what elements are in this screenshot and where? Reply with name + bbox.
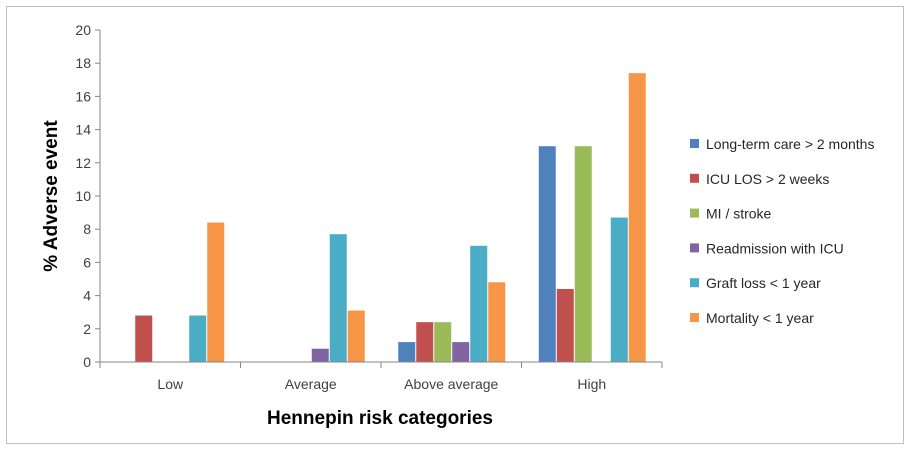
x-category-label: High — [577, 376, 606, 392]
legend-label: Long-term care > 2 months — [706, 136, 874, 152]
legend-label: Mortality < 1 year — [706, 310, 814, 326]
legend-swatch — [690, 208, 699, 218]
bar — [628, 73, 646, 362]
legend-swatch — [690, 173, 699, 183]
y-axis-title: % Adverse event — [41, 120, 62, 272]
legend: Long-term care > 2 months ICU LOS > 2 wee… — [690, 136, 874, 326]
y-tick-label: 6 — [83, 254, 91, 270]
bar — [434, 322, 452, 362]
bar — [610, 217, 628, 362]
y-tick-label: 8 — [83, 221, 91, 237]
bar — [574, 146, 592, 362]
legend-swatch — [690, 243, 699, 253]
bar — [556, 288, 574, 362]
legend-swatch — [690, 313, 699, 322]
y-axis-ticks: 0 2 4 6 8 10 12 14 16 18 20 — [75, 22, 100, 370]
bar — [189, 315, 207, 362]
bar — [398, 342, 416, 362]
legend-label: Readmission with ICU — [706, 240, 844, 256]
x-category-label: Low — [157, 376, 184, 392]
y-tick-label: 2 — [83, 321, 91, 337]
bar — [135, 315, 153, 362]
legend-label: ICU LOS > 2 weeks — [706, 171, 829, 187]
x-axis-categories: Low Average Above average High — [99, 362, 663, 392]
bar — [416, 322, 434, 362]
bar — [311, 348, 329, 362]
y-tick-label: 4 — [83, 288, 91, 304]
y-tick-label: 18 — [75, 55, 91, 71]
bar — [207, 222, 225, 362]
x-category-label: Above average — [404, 376, 498, 392]
legend-label: MI / stroke — [706, 206, 772, 222]
y-tick-label: 16 — [75, 88, 91, 104]
bars — [135, 73, 646, 362]
y-tick-label: 14 — [75, 122, 91, 138]
bar — [538, 146, 556, 362]
bar — [488, 282, 506, 362]
legend-swatch — [690, 139, 699, 148]
x-axis-title: Hennepin risk categories — [267, 408, 493, 429]
y-tick-label: 20 — [75, 22, 91, 38]
legend-swatch — [690, 278, 699, 288]
bar — [347, 310, 365, 362]
chart-frame — [6, 6, 904, 444]
legend-label: Graft loss < 1 year — [706, 275, 821, 291]
bar — [329, 234, 347, 362]
y-tick-label: 0 — [83, 354, 91, 370]
bar — [470, 245, 488, 362]
x-category-label: Average — [285, 376, 337, 392]
y-tick-label: 10 — [75, 188, 91, 204]
y-tick-label: 12 — [75, 155, 91, 171]
bar — [452, 342, 470, 362]
